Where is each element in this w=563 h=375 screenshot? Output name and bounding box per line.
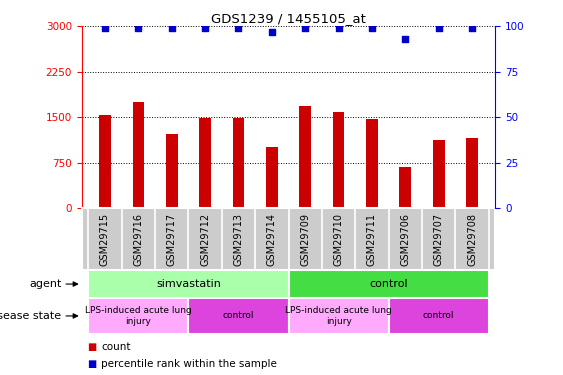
Point [301, 25, 310, 31]
Point [434, 25, 443, 31]
Bar [88, 270, 289, 298]
Bar [466, 138, 478, 208]
Point [401, 36, 410, 42]
Bar [88, 298, 189, 334]
Bar [233, 118, 244, 208]
Bar [366, 119, 378, 208]
Point [200, 25, 209, 31]
Bar [333, 112, 345, 208]
Bar [433, 140, 445, 208]
Text: GSM29709: GSM29709 [300, 213, 310, 266]
Text: GSM29716: GSM29716 [133, 213, 144, 266]
Text: GSM29712: GSM29712 [200, 213, 210, 266]
Text: GSM29706: GSM29706 [400, 213, 410, 266]
Bar [99, 116, 111, 208]
Text: simvastatin: simvastatin [156, 279, 221, 289]
Text: GSM29715: GSM29715 [100, 213, 110, 266]
Point [334, 25, 343, 31]
Point [267, 29, 276, 35]
Text: ■: ■ [87, 342, 96, 352]
Text: GSM29708: GSM29708 [467, 213, 477, 266]
Text: agent: agent [29, 279, 61, 289]
Title: GDS1239 / 1455105_at: GDS1239 / 1455105_at [211, 12, 366, 25]
Text: GSM29714: GSM29714 [267, 213, 277, 266]
Text: count: count [101, 342, 131, 352]
Point [167, 25, 176, 31]
Text: GSM29711: GSM29711 [367, 213, 377, 266]
Bar [300, 106, 311, 208]
Text: GSM29713: GSM29713 [234, 213, 243, 266]
Point [100, 25, 109, 31]
Bar [166, 134, 177, 208]
Point [234, 25, 243, 31]
Bar [199, 118, 211, 208]
Bar [289, 298, 388, 334]
Bar [400, 167, 411, 208]
Bar [189, 298, 289, 334]
Text: control: control [423, 311, 454, 320]
Bar [266, 147, 278, 208]
Text: LPS-induced acute lung
injury: LPS-induced acute lung injury [285, 306, 392, 326]
Bar [388, 298, 489, 334]
Text: control: control [223, 311, 254, 320]
Text: GSM29710: GSM29710 [334, 213, 343, 266]
Bar [132, 102, 144, 208]
Point [134, 25, 143, 31]
Text: GSM29707: GSM29707 [434, 213, 444, 266]
Text: percentile rank within the sample: percentile rank within the sample [101, 359, 277, 369]
Point [368, 25, 377, 31]
Text: disease state: disease state [0, 311, 61, 321]
Bar [289, 270, 489, 298]
Text: LPS-induced acute lung
injury: LPS-induced acute lung injury [85, 306, 192, 326]
Point [468, 25, 477, 31]
Text: ■: ■ [87, 359, 96, 369]
Text: control: control [369, 279, 408, 289]
Text: GSM29717: GSM29717 [167, 213, 177, 266]
